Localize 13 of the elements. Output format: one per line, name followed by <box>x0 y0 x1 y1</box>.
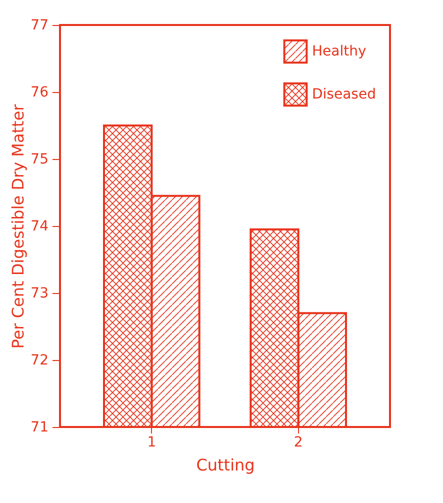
x-tick-label: 1 <box>147 434 156 450</box>
y-tick-label: 72 <box>30 352 48 368</box>
y-tick-label: 75 <box>30 152 48 168</box>
legend-label: Healthy <box>312 44 366 60</box>
y-tick-label: 74 <box>30 218 49 234</box>
x-tick-label: 2 <box>294 434 303 450</box>
legend-label: Diseased <box>312 86 376 102</box>
y-tick-label: 77 <box>30 18 48 34</box>
y-tick-label: 76 <box>30 84 49 100</box>
y-tick-label: 73 <box>30 286 48 302</box>
x-axis-title: Cutting <box>196 456 255 474</box>
y-axis-title: Per Cent Digestible Dry Matter <box>8 104 28 349</box>
y-tick-label: 71 <box>30 420 48 436</box>
